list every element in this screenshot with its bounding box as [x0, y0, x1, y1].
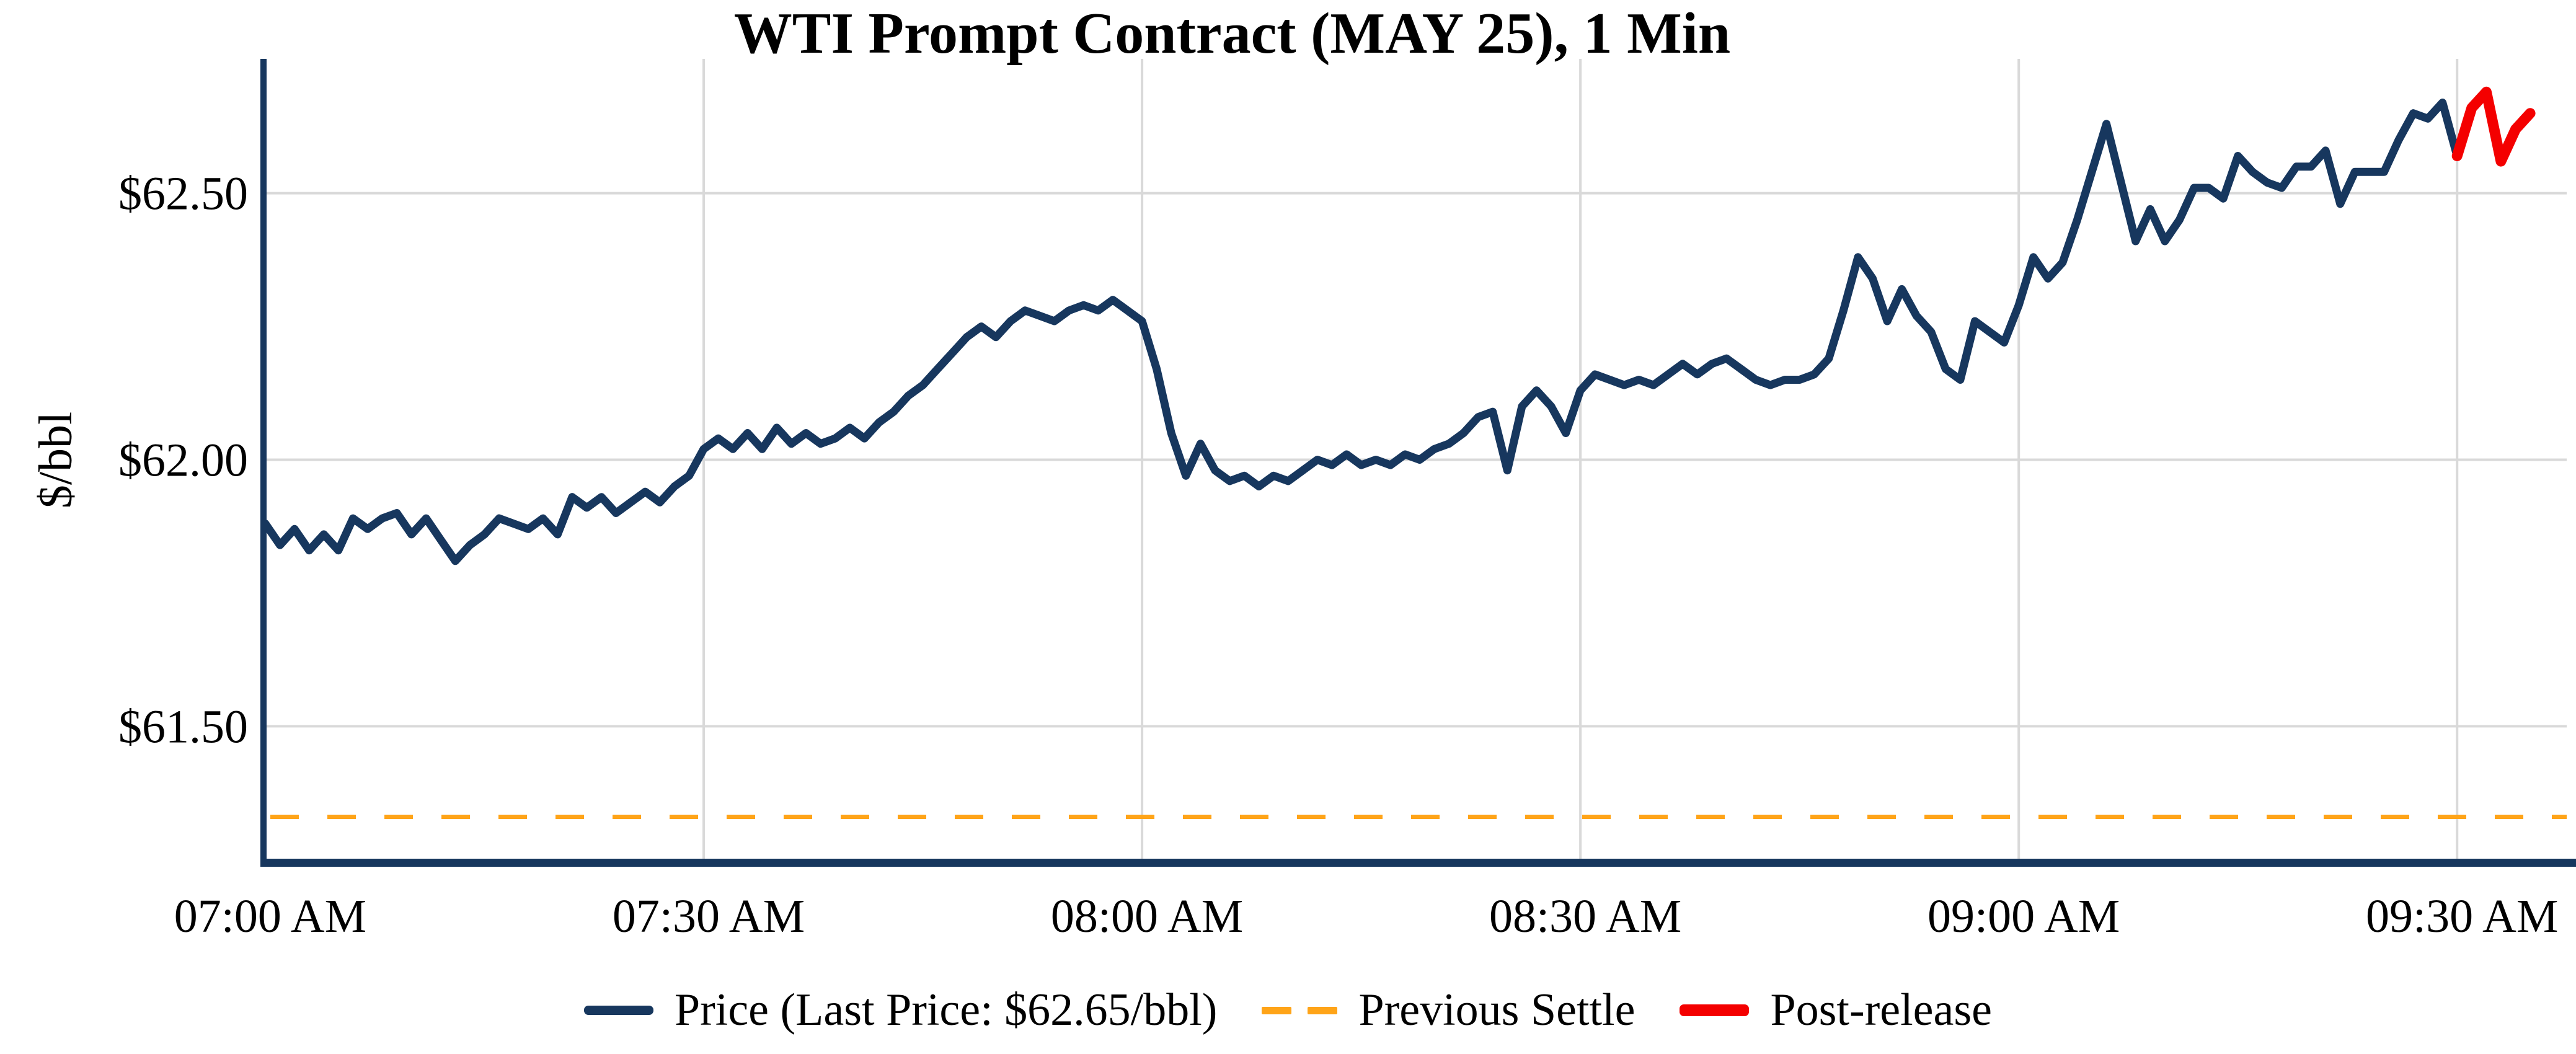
previous-settle-dash-swatch-icon [1262, 1006, 1338, 1014]
legend-label-post-release: Post-release [1770, 985, 1993, 1035]
y-tick-label: $62.50 [118, 168, 248, 220]
post-release-line-swatch-icon [1680, 1004, 1750, 1016]
legend: Price (Last Price: $62.65/bbl) Previous … [0, 984, 2576, 1037]
y-tick-label: $61.50 [118, 701, 248, 753]
price-line-swatch-icon [583, 1006, 653, 1015]
x-tick-label: 09:30 AM [2366, 890, 2558, 942]
x-tick-label: 07:00 AM [174, 890, 366, 942]
post-release-line [2451, 86, 2536, 167]
y-tick-label: $62.00 [118, 435, 248, 487]
y-axis-title: $/bbl [30, 411, 82, 509]
legend-item-price: Price (Last Price: $62.65/bbl) [583, 984, 1218, 1037]
price-line [261, 99, 2461, 565]
x-tick-label: 08:30 AM [1489, 890, 1681, 942]
y-axis-spine [260, 59, 267, 866]
legend-label-previous-settle: Previous Settle [1358, 985, 1635, 1035]
chart-title: WTI Prompt Contract (MAY 25), 1 Min [733, 1, 1731, 66]
x-tick-label: 07:30 AM [613, 890, 805, 942]
x-tick-label: 09:00 AM [1928, 890, 2120, 942]
legend-item-previous-settle: Previous Settle [1262, 984, 1635, 1037]
x-axis-spine [260, 859, 2576, 867]
x-tick-label: 08:00 AM [1051, 890, 1243, 942]
legend-item-post-release: Post-release [1680, 984, 1992, 1037]
legend-label-price: Price (Last Price: $62.65/bbl) [674, 985, 1218, 1035]
